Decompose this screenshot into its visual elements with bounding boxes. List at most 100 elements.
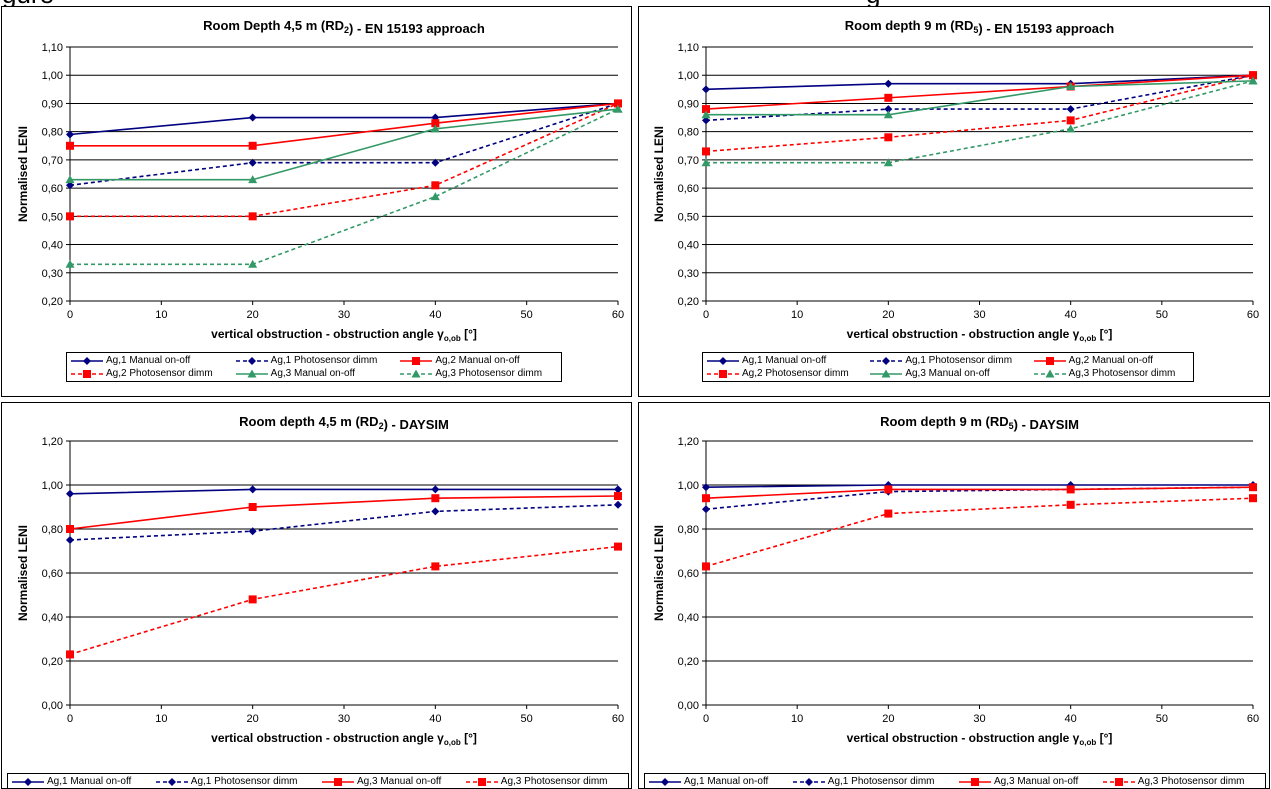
x-tick-label: 20 bbox=[882, 713, 894, 725]
x-tick-label: 20 bbox=[882, 309, 894, 321]
x-tick-label: 60 bbox=[1247, 309, 1259, 321]
data-point bbox=[66, 181, 74, 190]
series-1 bbox=[66, 99, 622, 190]
data-point bbox=[614, 492, 622, 500]
chart-svg: Room Depth 4,5 m (RD2) - EN 15193 approa… bbox=[16, 18, 624, 343]
series-line bbox=[705, 74, 1254, 153]
legend-item: Ag,2 Photosensor dimm bbox=[706, 367, 863, 380]
data-point bbox=[702, 116, 710, 125]
series-line bbox=[69, 102, 619, 187]
legend-item: Ag,1 Photosensor dimm bbox=[869, 354, 1026, 367]
x-tick-label: 40 bbox=[429, 713, 441, 725]
legend-marker bbox=[661, 777, 669, 786]
legend-item: Ag,3 Manual on-off bbox=[958, 775, 1096, 788]
legend-label: Ag,1 Manual on-off bbox=[742, 355, 827, 366]
data-point bbox=[248, 259, 258, 268]
data-point bbox=[1249, 483, 1257, 492]
cropped-header-right: g bbox=[866, 0, 880, 6]
data-point bbox=[883, 158, 893, 167]
data-point bbox=[884, 485, 893, 494]
legend-marker bbox=[333, 777, 342, 786]
data-point bbox=[248, 485, 257, 494]
x-tick-label: 50 bbox=[1156, 713, 1168, 725]
legend-marker bbox=[1114, 777, 1123, 786]
y-tick-label: 0,00 bbox=[42, 700, 63, 712]
data-point bbox=[248, 175, 258, 184]
series-line bbox=[69, 545, 619, 656]
series-line bbox=[705, 74, 1254, 91]
chart-legend: Ag,1 Manual on-off Ag,1 Photosensor dimm A… bbox=[702, 352, 1194, 382]
y-tick-label: 0,30 bbox=[42, 268, 63, 280]
y-tick-label: 1,20 bbox=[678, 436, 699, 448]
legend-marker bbox=[247, 356, 256, 365]
chart-panel-rd2-daysim: Room depth 4,5 m (RD2) - DAYSIM 0,00 0,20 0… bbox=[1, 402, 632, 789]
x-tick-label: 10 bbox=[791, 713, 803, 725]
data-point bbox=[702, 562, 710, 571]
legend-swatch bbox=[707, 369, 739, 378]
series-2 bbox=[702, 71, 1257, 114]
series-line bbox=[70, 102, 619, 147]
data-point bbox=[884, 105, 893, 114]
data-point bbox=[430, 124, 440, 133]
y-tick-label: 0,40 bbox=[42, 240, 63, 252]
legend-item: Ag,1 Photosensor dimm bbox=[792, 775, 952, 788]
y-tick-label: 1,10 bbox=[42, 42, 63, 54]
legend-swatch bbox=[235, 369, 268, 377]
y-axis-label: Normalised LENI bbox=[16, 126, 30, 222]
data-point bbox=[431, 485, 440, 494]
legend-swatch bbox=[649, 777, 681, 786]
data-point bbox=[1066, 485, 1075, 494]
chart-title: Room depth 9 m (RD5) - EN 15193 approach bbox=[845, 18, 1114, 36]
x-axis-label: vertical obstruction - obstruction angle… bbox=[847, 731, 1113, 747]
legend-label: Ag,3 Photosensor dimm bbox=[1137, 776, 1245, 787]
data-point bbox=[1066, 124, 1076, 133]
legend-swatch bbox=[321, 777, 354, 786]
legend-item: Ag,1 Manual on-off bbox=[70, 354, 229, 367]
legend-swatch bbox=[400, 356, 433, 365]
series-0 bbox=[66, 485, 622, 498]
chart-panel-rd5-daysim: Room depth 9 m (RD5) - DAYSIM 0,00 0,20 0,4… bbox=[638, 402, 1270, 789]
series-3 bbox=[702, 71, 1257, 156]
x-axis-label: vertical obstruction - obstruction angle… bbox=[211, 327, 477, 343]
series-line bbox=[69, 488, 618, 495]
y-tick-label: 0,40 bbox=[678, 240, 699, 252]
x-tick-label: 10 bbox=[155, 309, 167, 321]
chart-svg: Room depth 4,5 m (RD2) - DAYSIM 0,00 0,20 0… bbox=[16, 414, 624, 747]
y-tick-label: 0,80 bbox=[42, 127, 63, 139]
data-point bbox=[1248, 76, 1258, 85]
series-2 bbox=[702, 483, 1257, 503]
y-tick-label: 0,80 bbox=[678, 127, 699, 139]
series-5 bbox=[701, 76, 1258, 167]
data-point bbox=[66, 536, 74, 544]
x-tick-label: 10 bbox=[155, 713, 167, 725]
legend-label: Ag,3 Manual on-off bbox=[905, 368, 990, 379]
data-point bbox=[702, 483, 710, 492]
legend-marker bbox=[881, 369, 891, 377]
legend-marker bbox=[411, 369, 421, 377]
x-tick-label: 0 bbox=[703, 309, 709, 321]
legend-marker bbox=[719, 356, 727, 365]
y-tick-label: 1,00 bbox=[678, 70, 699, 82]
legend-label: Ag,1 Manual on-off bbox=[106, 355, 191, 366]
chart-svg: Room depth 9 m (RD5) - EN 15193 approach… bbox=[652, 18, 1259, 343]
legend-label: Ag,3 Manual on-off bbox=[270, 368, 355, 379]
series-1 bbox=[66, 500, 622, 544]
legend-swatch bbox=[465, 777, 498, 786]
x-tick-label: 50 bbox=[521, 309, 533, 321]
legend-marker bbox=[882, 356, 891, 365]
series-line bbox=[70, 108, 619, 266]
data-point bbox=[1249, 71, 1257, 80]
data-point bbox=[66, 141, 74, 150]
legend-label: Ag,1 Photosensor dimm bbox=[270, 355, 378, 366]
series-line bbox=[69, 504, 619, 541]
legend-label: Ag,3 Manual on-off bbox=[356, 776, 442, 787]
y-tick-label: 1,00 bbox=[42, 70, 63, 82]
legend-label: Ag,1 Manual on-off bbox=[684, 776, 769, 787]
y-tick-label: 0,20 bbox=[678, 656, 699, 668]
x-tick-label: 40 bbox=[1065, 309, 1077, 321]
x-axis-label: vertical obstruction - obstruction angle… bbox=[847, 327, 1113, 343]
data-point bbox=[1249, 494, 1257, 503]
x-tick-label: 60 bbox=[612, 309, 624, 321]
legend-swatch bbox=[71, 356, 103, 365]
x-tick-label: 0 bbox=[703, 713, 709, 725]
